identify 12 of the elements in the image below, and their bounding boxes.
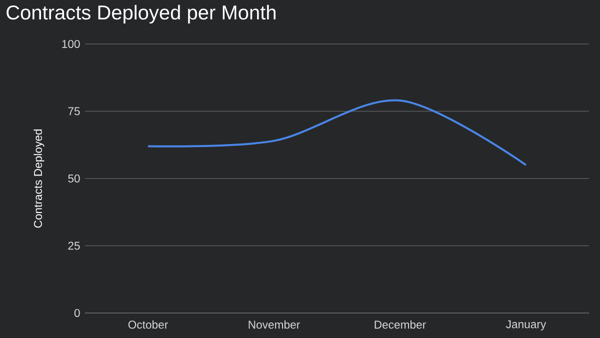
y-tick-label: 50: [68, 174, 80, 182]
y-tick-label: 100: [62, 40, 80, 48]
x-tick-label: November: [248, 320, 300, 329]
line-series: [147, 99, 527, 166]
x-tick-label: October: [128, 320, 168, 329]
y-tick-label: 25: [68, 242, 80, 250]
y-tick-label: 0: [74, 308, 80, 317]
x-tick-label: December: [374, 320, 426, 329]
y-tick-label: 75: [68, 107, 80, 116]
chart-title: Contracts Deployed per Month: [6, 4, 276, 24]
y-axis-title: Contracts Deployed: [34, 129, 44, 228]
x-tick-label: January: [506, 320, 546, 330]
